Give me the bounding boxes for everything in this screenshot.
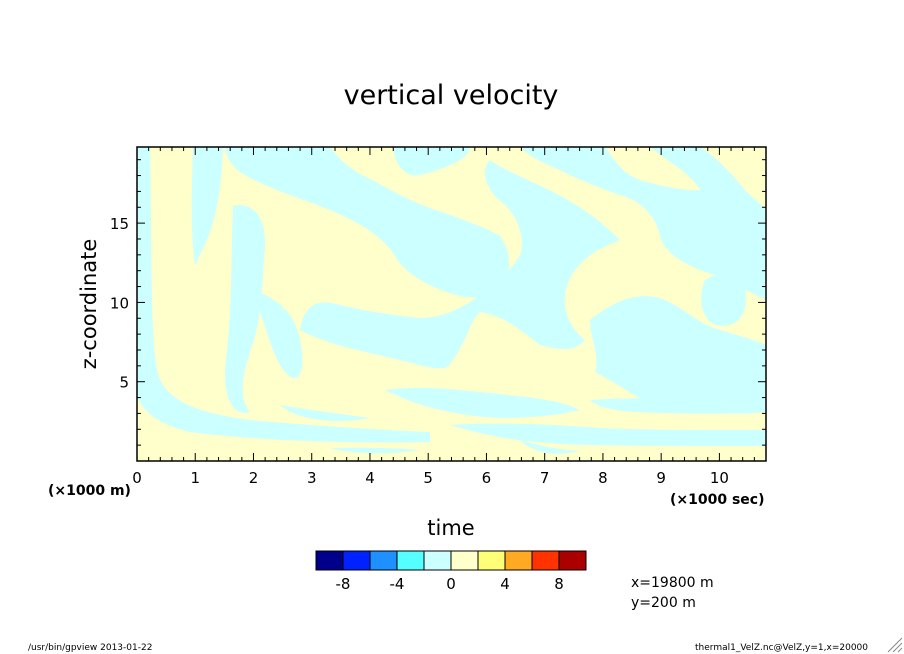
negative-region	[225, 147, 510, 298]
colorbar-tick-label: 8	[554, 575, 564, 593]
x-tick-label: 5	[423, 469, 433, 487]
info-y-position: y=200 m	[631, 595, 696, 611]
colorbar-segment	[369, 550, 398, 571]
chart-title: vertical velocity	[344, 80, 559, 111]
negative-region	[393, 147, 470, 176]
negative-region	[191, 147, 223, 266]
colorbar-tick-labels: -8 -4 0 4 8	[336, 575, 564, 593]
y-tick-label: 10	[110, 294, 129, 312]
x-tick-label: 9	[656, 469, 666, 487]
colorbar-tick-label: 0	[446, 575, 456, 593]
y-tick-label: 15	[110, 215, 129, 233]
negative-region	[544, 245, 561, 315]
colorbar	[315, 550, 587, 571]
colorbar-segment	[504, 550, 533, 571]
negative-region	[590, 398, 766, 414]
footer-left: /usr/bin/gpview 2013-01-22	[28, 643, 152, 653]
negative-region	[280, 405, 370, 422]
negative-region	[225, 205, 266, 413]
colorbar-segment	[531, 550, 560, 571]
y-tick-label: 5	[119, 374, 129, 392]
x-tick-label: 4	[365, 469, 375, 487]
colorbar-segment	[342, 550, 371, 571]
x-tick-label: 1	[190, 469, 200, 487]
negative-region	[257, 292, 303, 379]
negative-region	[701, 274, 746, 326]
colorbar-segment	[450, 550, 479, 571]
info-x-position: x=19800 m	[631, 575, 714, 591]
x-tick-label: 10	[710, 469, 729, 487]
y-tick-labels: 5 10 15	[110, 215, 129, 392]
colorbar-segment	[396, 550, 425, 571]
plot-area	[137, 147, 766, 461]
colorbar-segment	[477, 550, 506, 571]
x-tick-label: 3	[307, 469, 317, 487]
negative-region	[330, 447, 420, 454]
negative-velocity-regions	[137, 147, 766, 454]
x-tick-label: 8	[598, 469, 608, 487]
x-tick-label: 7	[540, 469, 550, 487]
x-axis-unit: (×1000 sec)	[670, 492, 765, 508]
resize-grip-icon[interactable]	[887, 637, 903, 653]
colorbar-tick-label: 4	[500, 575, 510, 593]
colorbar-tick-label: -8	[336, 575, 351, 593]
colorbar-tick-label: -4	[390, 575, 405, 593]
x-tick-label: 0	[132, 469, 142, 487]
negative-region	[385, 387, 580, 418]
negative-region	[450, 423, 766, 446]
negative-region	[520, 440, 580, 454]
negative-region	[300, 160, 620, 369]
footer-right: thermal1_VelZ.nc@VelZ,y=1,x=20000	[695, 643, 868, 653]
colorbar-segment	[315, 550, 344, 571]
negative-region	[520, 147, 766, 300]
colorbar-segment	[423, 550, 452, 571]
x-tick-labels: 0 1 2 3 4 5 6 7 8 9 10	[132, 469, 729, 487]
y-axis-label: z-coordinate	[77, 239, 101, 370]
axis-ticks	[136, 147, 767, 461]
x-tick-label: 2	[249, 469, 259, 487]
y-axis-unit: (×1000 m)	[48, 483, 131, 499]
x-axis-label: time	[427, 516, 474, 540]
x-tick-label: 6	[482, 469, 492, 487]
negative-region	[137, 147, 430, 443]
colorbar-segment	[558, 550, 587, 571]
